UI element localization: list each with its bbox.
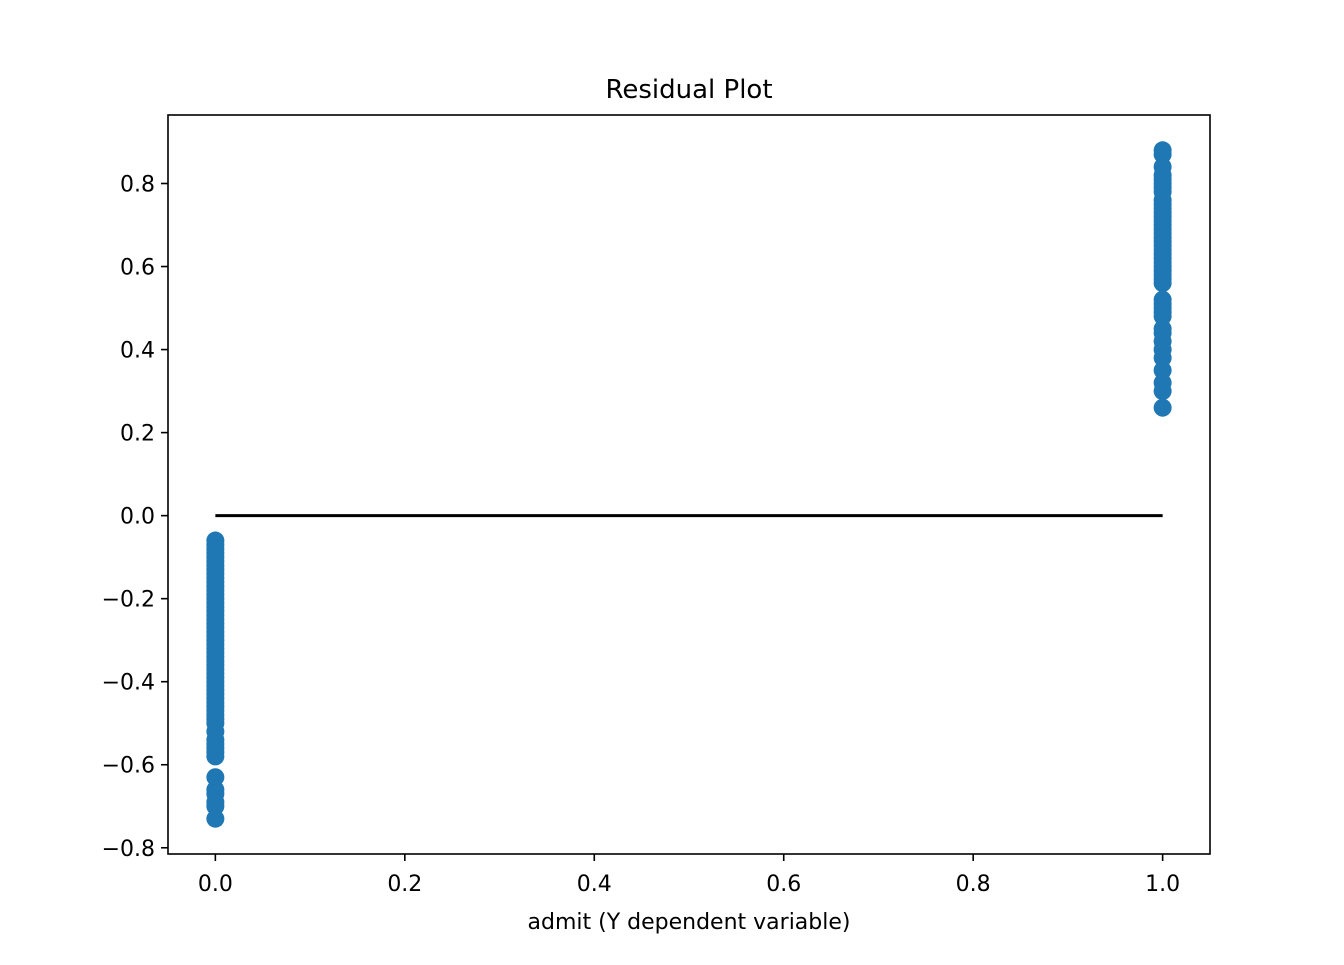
chart-title: Residual Plot [605,75,772,105]
x-axis-title: admit (Y dependent variable) [528,910,851,935]
x-tick-label: 0.4 [577,872,612,897]
residual-point [206,809,225,828]
residual-point [1153,348,1172,367]
y-tick-label: −0.8 [102,837,155,862]
x-tick-label: 0.8 [956,872,991,897]
y-axis-ticks: −0.8 −0.6 −0.4 −0.2 0.0 0.2 0.4 0.6 0.8 [102,173,168,862]
x-tick-label: 1.0 [1145,872,1180,897]
residual-point [206,797,225,816]
residual-point [1153,145,1172,164]
residual-point [1153,398,1172,417]
axes-frame [167,114,1211,855]
y-tick-label: −0.6 [102,754,155,779]
residual-point [206,747,225,766]
x-tick-label: 0.6 [766,872,801,897]
x-tick-label: 0.0 [198,872,233,897]
x-axis-ticks: 0.0 0.2 0.4 0.6 0.8 1.0 [198,854,1180,897]
residual-point [1153,307,1172,326]
y-tick-label: 0.8 [120,173,155,198]
y-tick-label: 0.6 [120,256,155,281]
y-tick-label: 0.0 [120,505,155,530]
residual-point [206,768,225,787]
residual-point [1153,382,1172,401]
y-tick-label: −0.4 [102,671,155,696]
residual-point [1153,274,1172,293]
y-tick-label: −0.2 [102,588,155,613]
y-tick-label: 0.2 [120,422,155,447]
y-tick-label: 0.4 [120,339,155,364]
plot-area [206,141,1172,828]
x-tick-label: 0.2 [387,872,422,897]
residual-point [1153,361,1172,380]
